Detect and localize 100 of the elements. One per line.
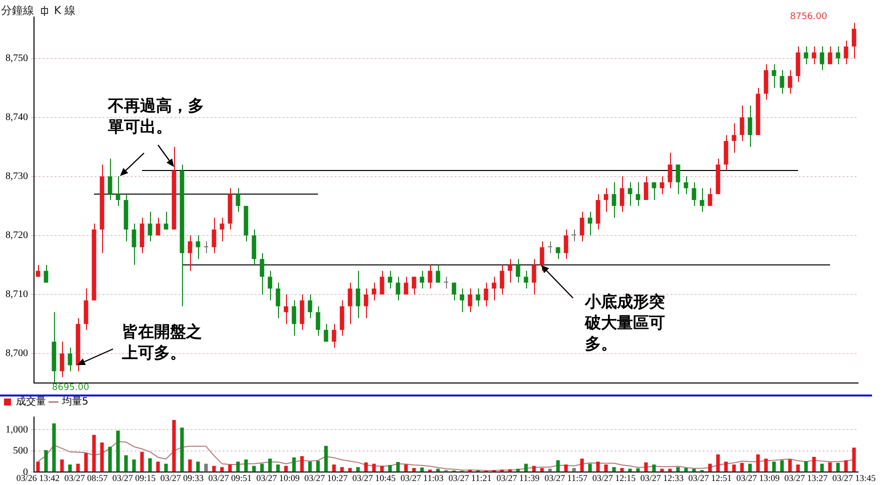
bar xyxy=(724,462,728,472)
bar xyxy=(588,464,592,472)
bar xyxy=(356,467,360,472)
y-tick-label: 1,000 xyxy=(6,424,28,436)
bar xyxy=(740,462,744,472)
x-tick-label: 03/27 09:15 xyxy=(112,472,156,483)
bar xyxy=(836,462,840,472)
bar xyxy=(100,442,104,472)
bar xyxy=(804,461,808,472)
bar xyxy=(340,467,344,472)
annotation: 8756.00 xyxy=(790,12,828,22)
bar xyxy=(548,468,552,472)
bar xyxy=(76,464,80,472)
y-tick-label: 8,740 xyxy=(6,112,28,123)
bar xyxy=(188,459,192,472)
bar xyxy=(228,464,232,472)
bar xyxy=(764,458,768,472)
bar xyxy=(516,468,520,472)
bar xyxy=(324,446,328,472)
bar xyxy=(92,434,96,472)
y-tick-label: 8,720 xyxy=(6,230,28,242)
bar xyxy=(404,464,408,472)
bar xyxy=(748,464,752,472)
bar xyxy=(196,462,200,472)
annotation: 皆在開盤之上可多。 xyxy=(122,322,203,364)
bar xyxy=(396,462,400,472)
bar xyxy=(332,464,336,472)
y-tick-label: 8,710 xyxy=(6,289,28,300)
legend-label: 成交量 xyxy=(16,396,46,408)
bar xyxy=(844,460,848,472)
bar xyxy=(164,464,168,472)
bar xyxy=(124,455,128,472)
bar xyxy=(108,446,112,472)
bar xyxy=(380,466,384,472)
bar xyxy=(268,458,272,472)
bar xyxy=(620,468,624,472)
bar xyxy=(308,462,312,472)
x-tick-label: 03/27 11:39 xyxy=(496,472,540,483)
bar xyxy=(212,466,216,472)
annotation: 8695.00 xyxy=(52,383,90,393)
bar xyxy=(180,428,184,472)
bar xyxy=(260,464,264,472)
bar xyxy=(796,464,800,472)
bar xyxy=(644,462,648,472)
bar xyxy=(532,466,536,472)
bar xyxy=(252,466,256,472)
bar xyxy=(668,468,672,472)
x-tick-label: 03/27 13:27 xyxy=(784,472,828,483)
bar xyxy=(708,464,712,472)
bar xyxy=(660,468,664,472)
x-tick-label: 03/27 11:57 xyxy=(544,472,588,483)
x-tick-label: 03/27 12:15 xyxy=(592,472,636,483)
y-tick-label: 8,700 xyxy=(6,348,28,360)
bar xyxy=(52,423,56,472)
bar xyxy=(540,468,544,472)
bar xyxy=(220,467,224,472)
bar xyxy=(612,467,616,472)
bar xyxy=(756,454,760,472)
x-tick-label: 03/27 09:51 xyxy=(208,472,252,483)
bar xyxy=(828,462,832,472)
bar xyxy=(556,460,560,472)
bar xyxy=(508,469,512,472)
bar xyxy=(364,462,368,472)
x-tick-label: 03/27 11:21 xyxy=(448,472,492,483)
bar xyxy=(420,468,424,472)
bar xyxy=(820,464,824,472)
bar xyxy=(692,468,696,472)
bar xyxy=(372,464,376,472)
bar xyxy=(68,464,72,472)
bar xyxy=(780,460,784,472)
x-tick-label: 03/27 11:03 xyxy=(400,472,444,483)
bar xyxy=(36,462,40,472)
legend-label: 均量5 xyxy=(61,396,88,408)
bar xyxy=(852,448,856,472)
bar xyxy=(300,456,304,472)
bar xyxy=(116,430,120,472)
bar xyxy=(812,456,816,472)
bar xyxy=(596,462,600,472)
y-tick-label: 500 xyxy=(13,446,28,457)
bar xyxy=(436,468,440,472)
x-tick-label: 03/27 10:09 xyxy=(256,472,300,483)
bar xyxy=(716,454,720,472)
bar xyxy=(44,450,48,472)
bar xyxy=(132,459,136,472)
bar xyxy=(684,468,688,472)
bar xyxy=(604,464,608,472)
bar xyxy=(580,458,584,472)
bar xyxy=(316,460,320,472)
x-tick-label: 03/27 13:45 xyxy=(832,472,876,483)
text: K 線 xyxy=(54,3,76,18)
y-tick-label: 8,750 xyxy=(6,52,28,64)
bar xyxy=(156,462,160,472)
bar xyxy=(172,420,176,472)
text: 分鐘線 xyxy=(1,3,34,18)
bar xyxy=(412,468,416,472)
bar xyxy=(652,464,656,472)
bar xyxy=(84,453,88,472)
bar xyxy=(140,452,144,472)
bar xyxy=(292,457,296,472)
bar xyxy=(276,464,280,472)
